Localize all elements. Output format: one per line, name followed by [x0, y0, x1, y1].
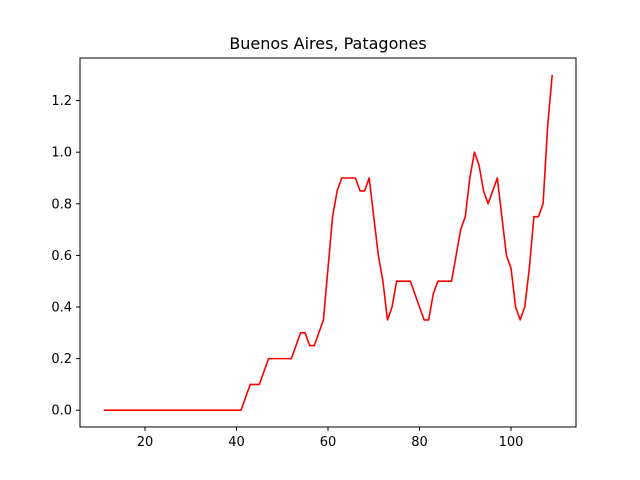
- x-tick-label: 80: [411, 435, 428, 450]
- x-tick-label: 60: [320, 435, 337, 450]
- y-axis: 0.0 0.2 0.4 0.6 0.8 1.0 1.2: [51, 94, 80, 419]
- x-tick-label: 20: [137, 435, 154, 450]
- y-tick-label: 1.0: [51, 146, 72, 161]
- series-layer: [103, 74, 554, 412]
- chart-title: Buenos Aires, Patagones: [229, 34, 426, 53]
- x-tick-label: 40: [228, 435, 245, 450]
- series-line-0: [103, 74, 554, 412]
- y-tick-label: 0.8: [51, 197, 72, 212]
- plot-area: [79, 57, 577, 428]
- y-tick-label: 0.2: [51, 352, 72, 367]
- y-tick-label: 0.4: [51, 301, 72, 316]
- y-tick-label: 0.0: [51, 404, 72, 419]
- x-axis: 20 40 60 80 100: [137, 427, 524, 450]
- y-tick-label: 1.2: [51, 94, 72, 109]
- axes-frame: [79, 57, 577, 428]
- x-tick-label: 100: [499, 435, 524, 450]
- y-tick-label: 0.6: [51, 249, 72, 264]
